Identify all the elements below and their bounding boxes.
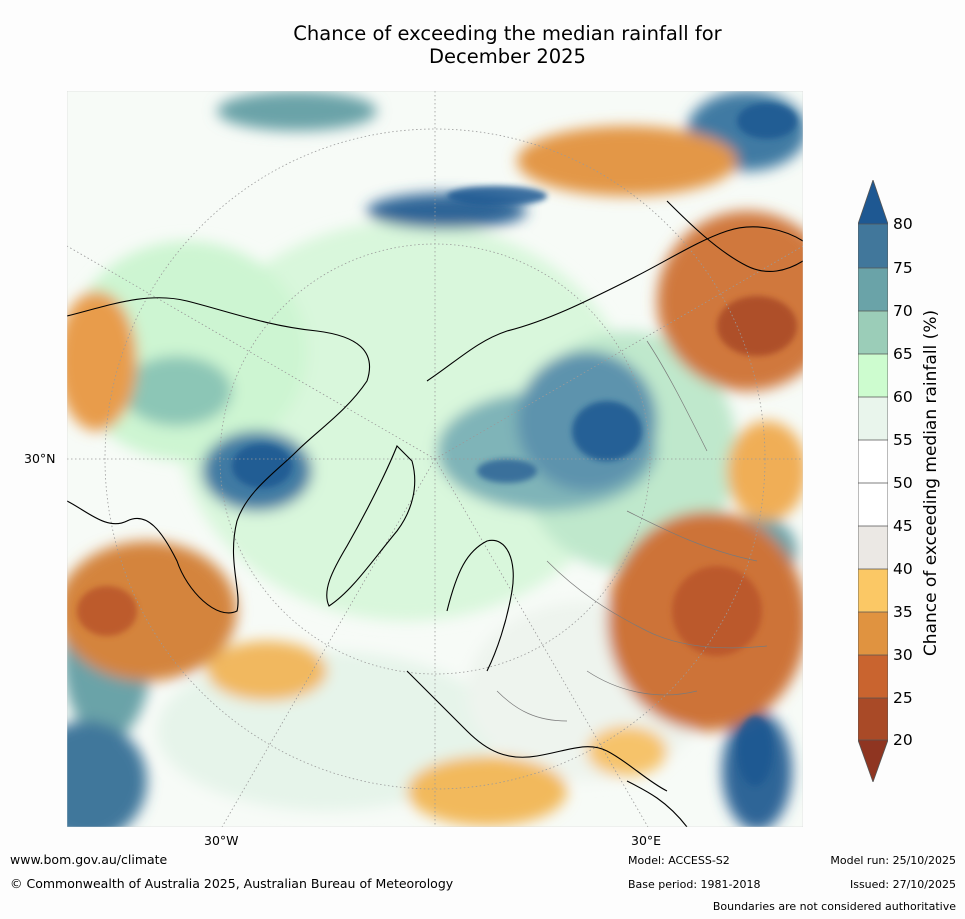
colorbar-label-text: Chance of exceeding median rainfall (%) [921,309,941,657]
colorbar-tick-30: 30 [893,646,913,664]
colorbar-tick-70: 70 [893,302,913,320]
europe-coast [406,670,668,792]
coastlines [67,200,803,827]
colorbar-tick-25: 25 [893,689,913,707]
colorbar-upper-extend [858,180,888,224]
colorbar-tick-20: 20 [893,731,913,749]
colorbar-tick-40: 40 [893,560,913,578]
colorbar-tick-55: 55 [893,431,913,449]
footer-model-run: Model run: 25/10/2025 [830,854,956,867]
forecast-map [67,91,803,827]
map-title: Chance of exceeding the median rainfall … [200,22,815,68]
graticule [67,91,803,827]
colorbar-tick-60: 60 [893,388,913,406]
footer-disclaimer: Boundaries are not considered authoritat… [712,900,956,913]
footer-model: Model: ACCESS-S2 [628,854,730,867]
colorbar [858,180,888,782]
footer-url: www.bom.gov.au/climate [10,852,168,867]
longitude-label-30e: 30°E [631,833,662,848]
colorbar-tick-75: 75 [893,259,913,277]
footer-issued: Issued: 27/10/2025 [849,878,956,891]
colorbar-tick-35: 35 [893,603,913,621]
latitude-label-30n: 30°N [24,451,56,466]
longitude-label-30w: 30°W [204,833,239,848]
colorbar-tick-45: 45 [893,517,913,535]
title-line-2: December 2025 [429,45,586,68]
asia-east-coast [666,200,803,272]
colorbar-tick-80: 80 [893,215,913,233]
country-borders [496,340,768,722]
colorbar-tick-50: 50 [893,474,913,492]
footer-base-period: Base period: 1981-2018 [628,878,761,891]
scandinavia-coast [446,539,514,672]
north-america-coast [67,297,371,614]
probability-detail [77,103,797,786]
title-line-1: Chance of exceeding the median rainfall … [293,22,722,45]
eurasia-north-coast [426,226,803,382]
greenland-coast [326,445,416,607]
colorbar-lower-extend [858,740,888,782]
footer-copyright: © Commonwealth of Australia 2025, Austra… [10,876,454,891]
arabia-coast [626,780,688,827]
colorbar-tick-65: 65 [893,345,913,363]
